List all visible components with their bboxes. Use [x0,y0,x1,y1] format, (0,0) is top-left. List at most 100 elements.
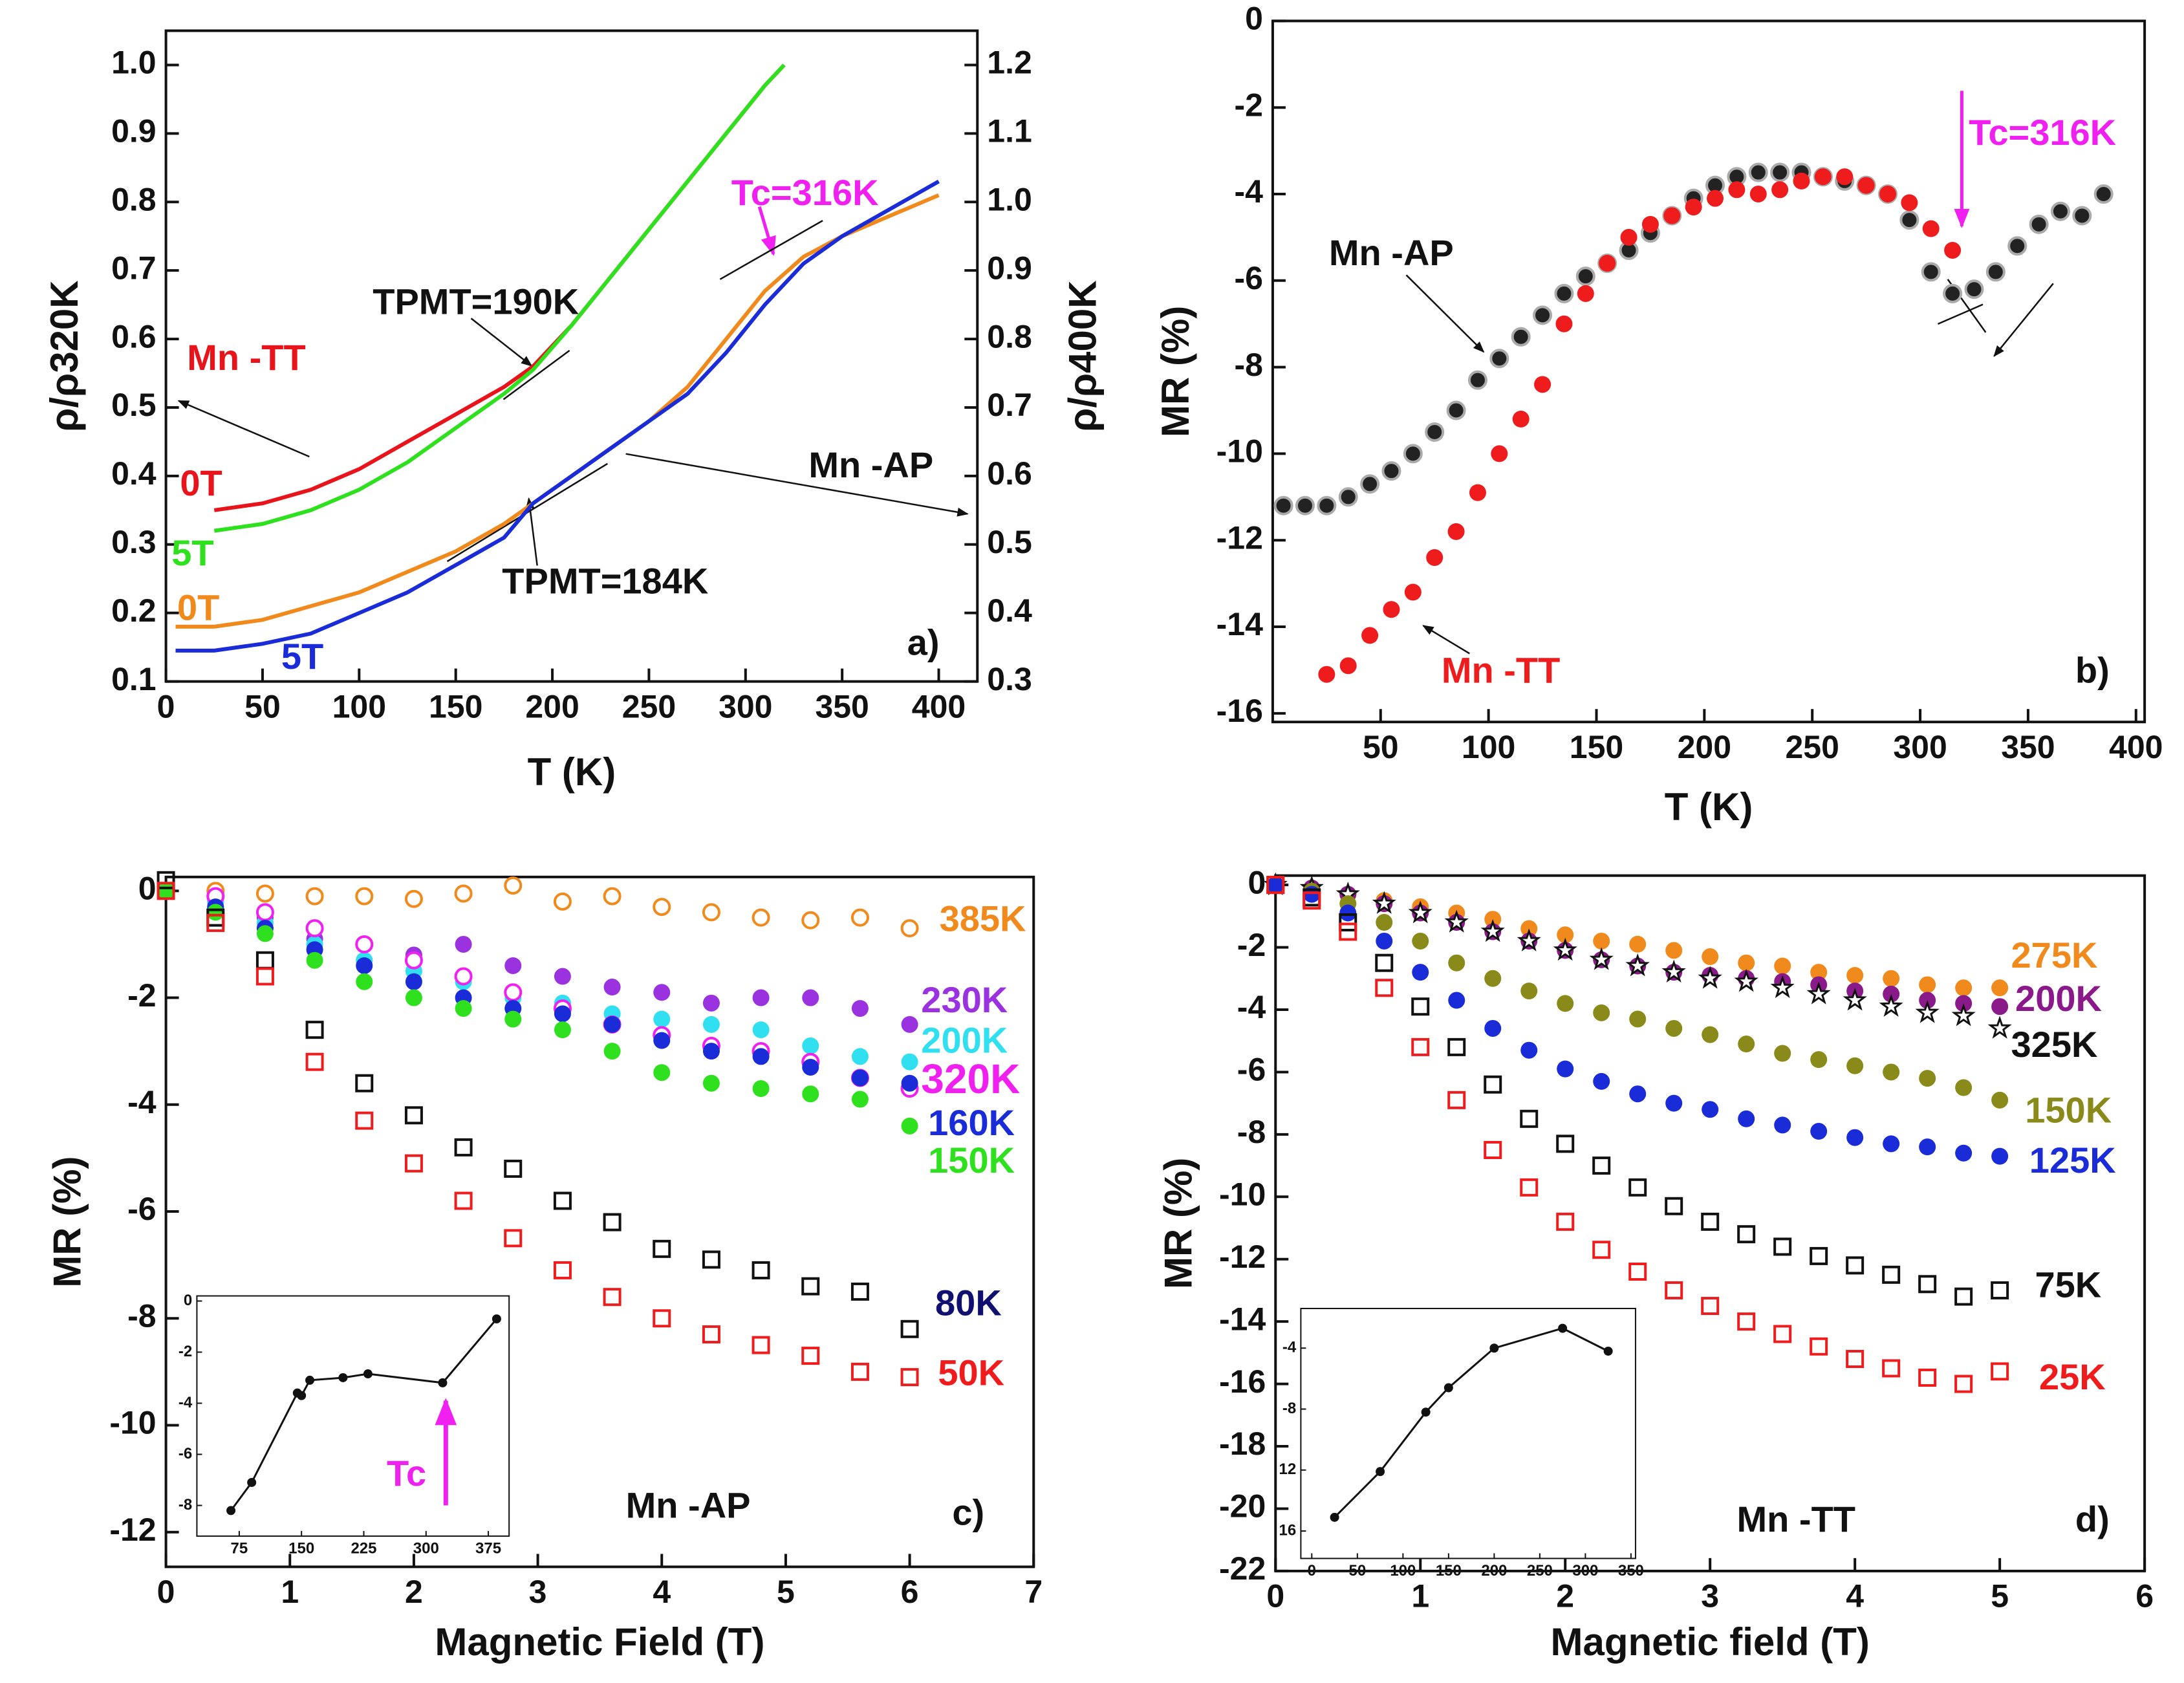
data-point [504,983,523,1002]
data-point [157,882,175,900]
inset-point [1330,1512,1339,1522]
data-point [1448,992,1465,1009]
y-tick-label: -8 [127,1298,156,1334]
x-tick-label: 300 [1893,729,1947,765]
data-point [404,1106,423,1125]
data-point [1665,1094,1683,1112]
data-point [405,989,422,1006]
annotation: Mn -TT [1737,1499,1855,1539]
data-point [1555,315,1573,332]
data-point [653,898,671,917]
data-point [1381,461,1401,481]
data-point [1846,966,1864,984]
data-point [1955,979,1973,997]
data-point [1376,932,1393,950]
x-tick-label: 200 [1678,729,1731,765]
data-point [802,1058,819,1076]
y-tick-label: -16 [1219,1363,1266,1400]
data-point [504,876,523,895]
data-point [1810,1337,1828,1356]
y-tick-label: -6 [1234,260,1262,296]
y-tick-label: -4 [127,1084,157,1120]
x-tick-label: 200 [525,688,579,724]
x-tick-label: 7 [1024,1574,1043,1610]
x-axis-title: Magnetic field (T) [1551,1620,1870,1664]
y2-tick-label: 1.1 [987,113,1032,149]
y2-tick-label: 0.3 [987,661,1032,697]
data-point [1599,255,1616,272]
data-point [603,979,621,996]
data-point [206,913,225,932]
data-point [157,882,175,900]
series-label: 150K [2025,1090,2112,1131]
y-tick-label: -2 [1237,927,1266,963]
data-point [1857,177,1875,194]
series-label: 160K [928,1102,1015,1143]
y-tick-label: 0 [1248,864,1266,900]
data-point [1556,1135,1575,1153]
data-point [1951,1003,1976,1026]
data-point [1685,199,1702,216]
data-point [1749,185,1767,202]
y-tick-label: 0.2 [111,592,157,629]
data-point [1879,185,1896,202]
data-point [1467,370,1487,390]
series-label: 325K [2011,1024,2098,1065]
data-point [751,1261,770,1279]
data-point [1425,422,1445,442]
inset-point [363,1369,373,1379]
data-point [1918,1275,1937,1294]
data-point [454,1191,473,1210]
data-point [900,919,919,938]
data-point [1411,1037,1430,1056]
data-point [702,1250,720,1269]
data-point [1846,1057,1864,1074]
data-point [1883,1135,1900,1153]
series-label: 200K [921,1020,1008,1061]
data-point [1403,444,1423,464]
data-point [1810,1123,1828,1140]
y-tick-label: -2 [178,1343,192,1360]
series-label: 320K [921,1056,1020,1102]
data-point [1383,601,1400,618]
data-point [355,1074,374,1092]
inset-background [197,1296,510,1536]
data-point [1303,891,1321,910]
y-tick-label: -8 [1282,1400,1296,1417]
data-point [752,1021,770,1039]
data-point [504,957,522,974]
series-label: Mn -TT [1442,649,1560,690]
y2-tick-label: 1.2 [987,45,1032,81]
x-tick-label: 50 [1363,729,1399,765]
data-point [1702,948,1719,966]
x-tick-label: 100 [1462,729,1515,765]
data-point [1915,1000,1940,1023]
data-point [1491,445,1508,462]
arrow [503,349,570,400]
data-point [1991,1281,2009,1299]
plot-frame [1271,19,2146,724]
data-point [1628,1263,1647,1281]
x-tick-label: 200 [1481,1562,1507,1580]
inset-point [438,1378,448,1387]
data-point [1738,954,1755,972]
data-point [1814,168,1832,186]
x-tick-label: 300 [413,1540,439,1558]
x-tick-label: 100 [332,688,386,724]
series-label: Mn -AP [1329,232,1454,273]
y2-tick-label: 0.9 [987,250,1032,286]
arrow [1405,274,1485,353]
data-point [1882,1359,1901,1378]
data-point [1991,998,2009,1015]
data-point [1375,953,1394,972]
data-point [802,989,819,1006]
y2-tick-label: 1.0 [987,181,1032,217]
data-point [1919,976,1936,994]
data-point [305,887,324,906]
data-point [1773,1325,1792,1343]
data-point [355,887,374,906]
data-point [2072,206,2092,226]
y-tick-label: -10 [1219,1177,1266,1213]
data-point [1955,1144,1973,1162]
annotation: Mn -AP [626,1485,751,1526]
